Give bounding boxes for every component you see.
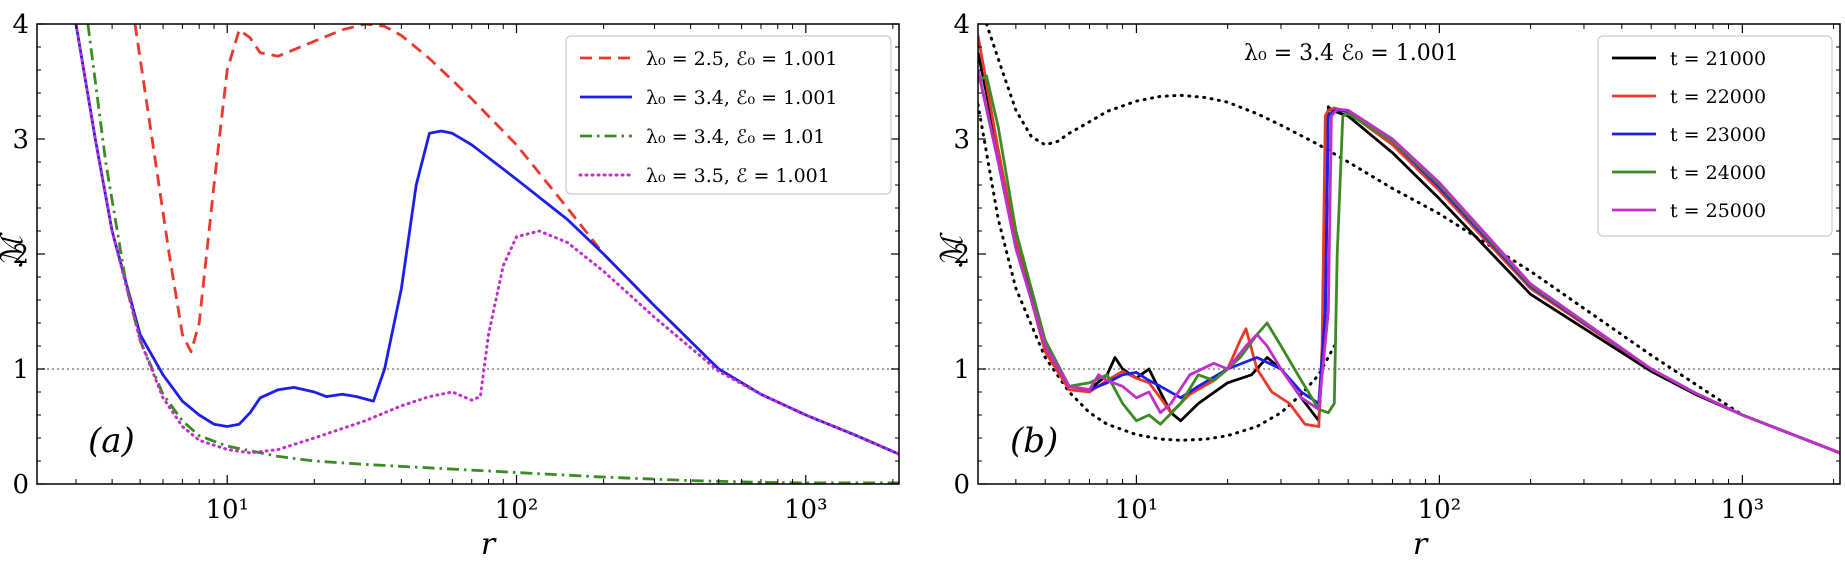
panel-b-annotation: λ₀ = 3.4 ℰ₀ = 1.001 [1244,41,1459,66]
panel-b-label: (b) [1010,421,1058,461]
panel-a: 0 1 2 3 4 10¹ 10² 10³ r ℳ (a) λ₀ = 2.5, ℰ₀ = 1.… [0,10,900,562]
x-tick-label: 10³ [784,495,828,525]
y-tick-label: 1 [12,355,29,385]
y-tick-label: 2 [12,240,29,270]
y-tick-label: 3 [12,125,29,155]
panel-a-legend: λ₀ = 2.5, ℰ₀ = 1.001 λ₀ = 3.4, ℰ₀ = 1.001… [565,35,892,195]
panel-b-frame [977,23,1841,485]
legend-label-1: t = 21000 [1670,48,1766,70]
series-line-5 [978,69,1840,455]
legend-label-2: λ₀ = 3.4, ℰ₀ = 1.001 [646,87,837,109]
y-tick-label: 3 [953,125,970,155]
critical-curve-upper [985,24,1840,455]
y-tick-label: 0 [12,470,29,500]
x-tick-label: 10² [1418,495,1462,525]
y-tick-label: 0 [953,470,970,500]
legend-label-4: t = 24000 [1670,162,1766,184]
x-tick-label: 10¹ [205,495,249,525]
panel-b: 0 1 2 3 4 10¹ 10² 10³ r ℳ (b) λ₀ = 3.4 ℰ₀ = 1.0… [935,10,1841,562]
legend-label-3: t = 23000 [1670,124,1766,146]
panel-a-label: (a) [88,421,135,461]
panel-b-xlabel: r [1413,527,1429,562]
panel-a-ylabel: ℳ [0,232,30,268]
series-line-2 [74,24,899,456]
panel-a-frame [36,23,900,485]
series-line-1 [978,52,1840,455]
legend-label-1: λ₀ = 2.5, ℰ₀ = 1.001 [646,48,837,70]
y-tick-label: 4 [12,10,29,40]
y-tick-label: 1 [953,355,970,385]
series-line-4 [74,24,899,456]
legend-label-4: λ₀ = 3.5, ℰ = 1.001 [646,165,830,187]
y-tick-label: 2 [953,240,970,270]
legend-label-5: t = 25000 [1670,200,1766,222]
panel-b-ylabel: ℳ [935,232,970,268]
x-tick-label: 10³ [1721,495,1765,525]
legend-label-2: t = 22000 [1670,86,1766,108]
legend-label-3: λ₀ = 3.4, ℰ₀ = 1.01 [646,126,825,148]
y-tick-label: 4 [953,10,970,40]
panel-a-xlabel: r [481,527,497,562]
x-tick-label: 10² [495,495,539,525]
panel-b-legend: t = 21000 t = 22000 t = 23000 t = 24000 t = … [1597,35,1833,237]
x-tick-label: 10¹ [1115,495,1159,525]
